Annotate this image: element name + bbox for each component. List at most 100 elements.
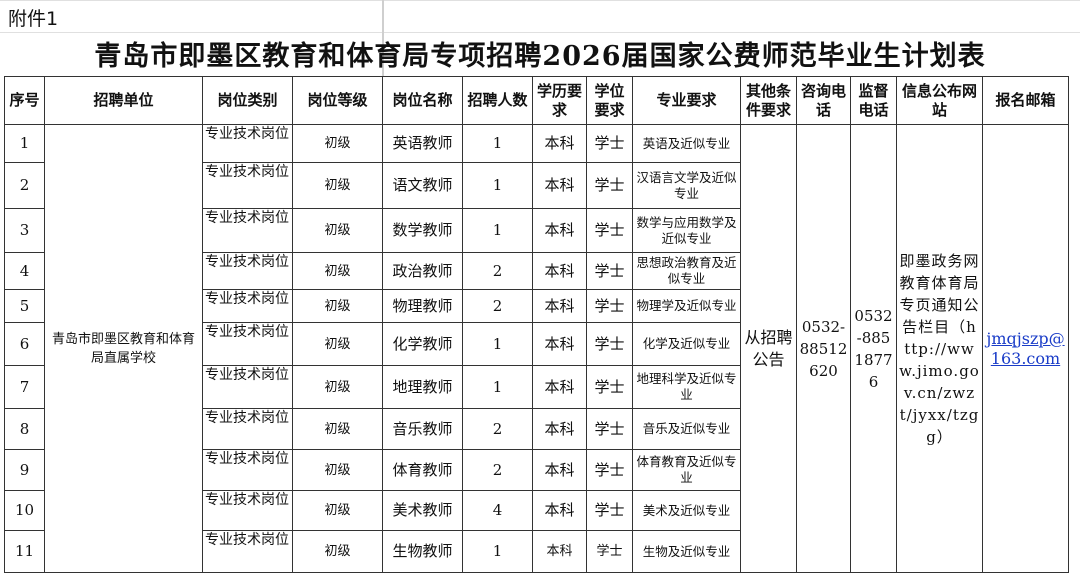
cell-position: 生物教师: [382, 530, 463, 573]
page-title: 青岛市即墨区教育和体育局专项招聘2026届国家公费师范毕业生计划表: [94, 41, 986, 72]
cell-education: 本科: [532, 252, 587, 290]
cell-major: 生物及近似专业: [632, 530, 741, 573]
cell-education: 本科: [532, 124, 587, 163]
cell-major: 化学及近似专业: [632, 322, 741, 366]
table-row: 9 专业技术岗位 初级 体育教师 2 本科 学士 体育教育及近似专业: [4, 449, 1069, 491]
cell-no: 9: [4, 449, 45, 491]
cell-major: 英语及近似专业: [632, 124, 741, 163]
cell-level: 初级: [292, 289, 383, 323]
cell-level: 初级: [292, 162, 383, 209]
cell-email: jmqjszp@163.com: [982, 124, 1069, 573]
cell-degree: 学士: [586, 162, 633, 209]
header-row: 序号 招聘单位 岗位类别 岗位等级 岗位名称 招聘人数 学历要求 学位要求 专业…: [4, 76, 1069, 125]
cell-category: 专业技术岗位: [202, 449, 293, 491]
cell-no: 1: [4, 124, 45, 163]
header-degree: 学位要求: [586, 76, 633, 125]
recruitment-table: 序号 招聘单位 岗位类别 岗位等级 岗位名称 招聘人数 学历要求 学位要求 专业…: [4, 76, 1069, 573]
cell-major: 物理学及近似专业: [632, 289, 741, 323]
header-consult-phone: 咨询电话: [796, 76, 851, 125]
cell-degree: 学士: [586, 124, 633, 163]
cell-position: 体育教师: [382, 449, 463, 491]
table-row: 10 专业技术岗位 初级 美术教师 4 本科 学士 美术及近似专业: [4, 490, 1069, 531]
cell-count: 1: [462, 365, 533, 409]
cell-category: 专业技术岗位: [202, 124, 293, 163]
cell-category: 专业技术岗位: [202, 252, 293, 290]
cell-major: 体育教育及近似专业: [632, 449, 741, 491]
cell-degree: 学士: [586, 490, 633, 531]
cell-major: 数学与应用数学及近似专业: [632, 208, 741, 253]
cell-unit: 青岛市即墨区教育和体育局直属学校: [44, 124, 203, 573]
cell-education: 本科: [532, 322, 587, 366]
cell-education: 本科: [532, 162, 587, 209]
header-level: 岗位等级: [292, 76, 383, 125]
cell-level: 初级: [292, 208, 383, 253]
cell-position: 化学教师: [382, 322, 463, 366]
cell-category: 专业技术岗位: [202, 289, 293, 323]
cell-category: 专业技术岗位: [202, 530, 293, 573]
cell-major: 音乐及近似专业: [632, 408, 741, 450]
cell-level: 初级: [292, 322, 383, 366]
cell-count: 1: [462, 124, 533, 163]
header-unit: 招聘单位: [44, 76, 203, 125]
header-position: 岗位名称: [382, 76, 463, 125]
cell-education: 本科: [532, 289, 587, 323]
cell-category: 专业技术岗位: [202, 162, 293, 209]
cell-other-requirements: 从招聘公告: [740, 124, 797, 573]
table-row: 7 专业技术岗位 初级 地理教师 1 本科 学士 地理科学及近似专业: [4, 365, 1069, 409]
cell-no: 6: [4, 322, 45, 366]
cell-level: 初级: [292, 408, 383, 450]
cell-category: 专业技术岗位: [202, 490, 293, 531]
cell-education: 本科: [532, 208, 587, 253]
header-email: 报名邮箱: [982, 76, 1069, 125]
cell-degree: 学士: [586, 408, 633, 450]
header-info-site: 信息公布网站: [896, 76, 983, 125]
table-row: 11 专业技术岗位 初级 生物教师 1 本科 学士 生物及近似专业: [4, 530, 1069, 573]
cell-level: 初级: [292, 490, 383, 531]
table-row: 4 专业技术岗位 初级 政治教师 2 本科 学士 思想政治教育及近似专业: [4, 252, 1069, 290]
cell-degree: 学士: [586, 289, 633, 323]
cell-count: 1: [462, 530, 533, 573]
cell-info-site: 即墨政务网教育体育局专页通知公告栏目（http://www.jimo.gov.c…: [896, 124, 983, 573]
cell-no: 11: [4, 530, 45, 573]
cell-degree: 学士: [586, 322, 633, 366]
cell-category: 专业技术岗位: [202, 365, 293, 409]
table-row: 5 专业技术岗位 初级 物理教师 2 本科 学士 物理学及近似专业: [4, 289, 1069, 323]
header-education: 学历要求: [532, 76, 587, 125]
cell-major: 汉语言文学及近似专业: [632, 162, 741, 209]
cell-major: 美术及近似专业: [632, 490, 741, 531]
cell-position: 语文教师: [382, 162, 463, 209]
cell-consult-phone: 0532-88512620: [796, 124, 851, 573]
header-no: 序号: [4, 76, 45, 125]
cell-level: 初级: [292, 252, 383, 290]
header-category: 岗位类别: [202, 76, 293, 125]
cell-no: 7: [4, 365, 45, 409]
cell-education: 本科: [532, 365, 587, 409]
cell-count: 1: [462, 162, 533, 209]
column-divider: [382, 0, 384, 76]
cell-education: 本科: [532, 530, 587, 573]
cell-count: 2: [462, 408, 533, 450]
cell-position: 英语教师: [382, 124, 463, 163]
cell-count: 1: [462, 322, 533, 366]
header-major: 专业要求: [632, 76, 741, 125]
cell-category: 专业技术岗位: [202, 208, 293, 253]
cell-major: 思想政治教育及近似专业: [632, 252, 741, 290]
email-link[interactable]: jmqjszp@163.com: [986, 328, 1065, 368]
header-count: 招聘人数: [462, 76, 533, 125]
cell-level: 初级: [292, 365, 383, 409]
cell-level: 初级: [292, 124, 383, 163]
cell-degree: 学士: [586, 208, 633, 253]
cell-education: 本科: [532, 408, 587, 450]
cell-degree: 学士: [586, 365, 633, 409]
table-row: 3 专业技术岗位 初级 数学教师 1 本科 学士 数学与应用数学及近似专业: [4, 208, 1069, 253]
header-other: 其他条件要求: [740, 76, 797, 125]
cell-count: 4: [462, 490, 533, 531]
table-row: 6 专业技术岗位 初级 化学教师 1 本科 学士 化学及近似专业: [4, 322, 1069, 366]
cell-count: 1: [462, 208, 533, 253]
cell-position: 物理教师: [382, 289, 463, 323]
cell-position: 音乐教师: [382, 408, 463, 450]
cell-position: 美术教师: [382, 490, 463, 531]
cell-position: 政治教师: [382, 252, 463, 290]
cell-no: 5: [4, 289, 45, 323]
cell-no: 8: [4, 408, 45, 450]
